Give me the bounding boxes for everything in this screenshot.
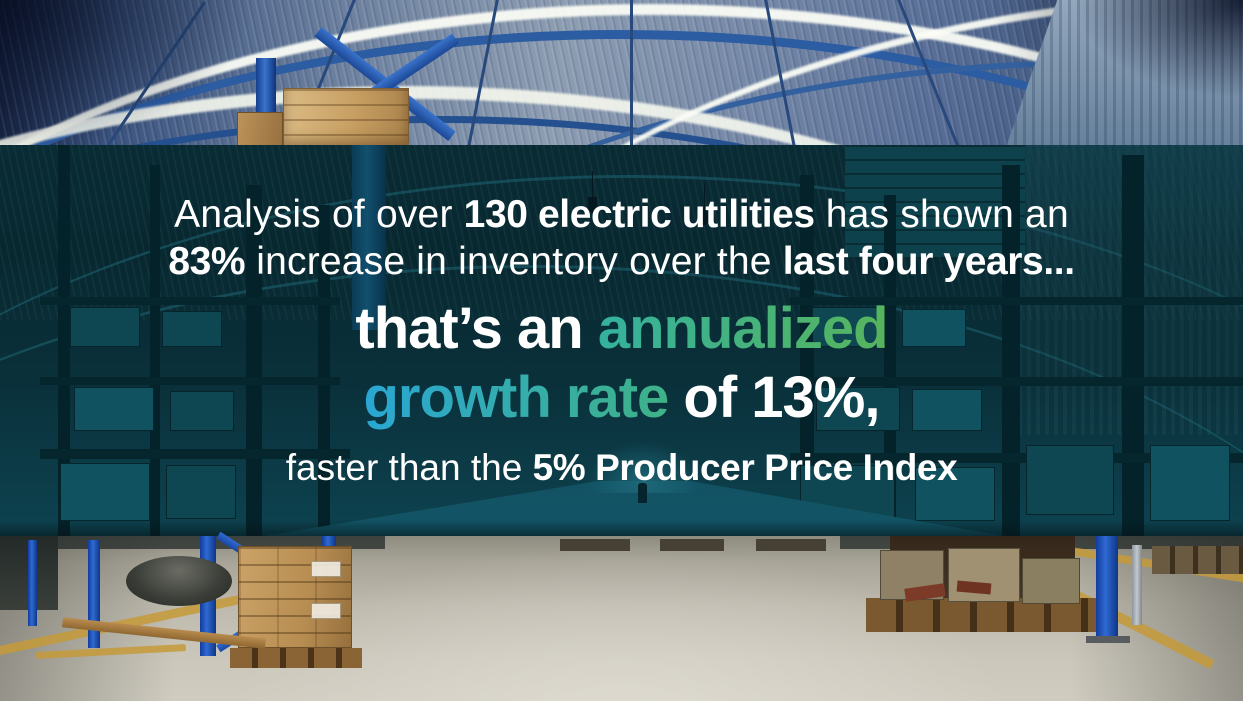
floor-yellow-line [35, 644, 187, 659]
stored-crate [170, 391, 234, 431]
stored-crate [915, 467, 995, 521]
wooden-pallet-far-right [1152, 546, 1243, 574]
wooden-crate-stack-top [283, 88, 409, 150]
rack-upright [884, 195, 896, 536]
background-pallet [560, 539, 630, 551]
wooden-crate-stack-top [237, 112, 283, 150]
headline-1-regular: has shown an [814, 193, 1069, 236]
headline-3-white: that’s an [355, 296, 598, 361]
rack-shelf [790, 297, 1243, 305]
machine-plate [1022, 558, 1080, 604]
post-base-plate [1086, 636, 1130, 643]
steel-coil [126, 556, 232, 606]
wooden-crate-stack-left [238, 546, 352, 648]
rack-shelf [790, 453, 1243, 463]
headline-line-2: 83% increase in inventory over the last … [168, 238, 1075, 285]
stored-crate [812, 307, 880, 347]
rack-upright [246, 185, 262, 536]
rack-upright [150, 165, 160, 536]
rack-shelf [40, 377, 340, 385]
person-silhouette [638, 483, 647, 503]
headline-2-bold: 83% [168, 240, 246, 283]
headline-2-bold: last four years... [782, 240, 1075, 283]
stored-crate [74, 387, 154, 431]
headline-line-3: that’s an annualized [355, 294, 889, 363]
crate-label [311, 603, 341, 619]
headline-3-gradient-annualized: annualized [597, 296, 889, 361]
headline-1-regular: Analysis of over [174, 193, 464, 236]
rack-upright [58, 145, 70, 536]
roof-purlin [97, 1, 206, 150]
hanging-lamp [700, 183, 709, 225]
rack-upright [1122, 155, 1144, 536]
headline-block: Analysis of over 130 electric utilities … [0, 145, 1243, 536]
hanging-lamp [588, 171, 597, 213]
blue-rack-post [88, 540, 100, 648]
stored-crate [912, 389, 982, 431]
band-bottom-shadow [0, 520, 1243, 536]
dim-roof-arch [0, 175, 1243, 536]
roof-purlin [461, 0, 502, 150]
stored-crate [1026, 445, 1114, 515]
stored-crate [902, 309, 966, 347]
stored-crate [166, 465, 236, 519]
rack-shelf [790, 377, 1243, 386]
roof-purlin [761, 0, 802, 150]
headline-2-regular: increase in inventory over the [245, 240, 783, 283]
blue-rack-post [28, 540, 37, 626]
rack-upright [1002, 165, 1020, 536]
stored-crate [162, 311, 222, 347]
rack-shelf [40, 449, 350, 459]
dim-crate-tower [845, 145, 1025, 257]
stored-crate [70, 307, 140, 347]
headline-4-white: of 13%, [668, 365, 880, 430]
rack-upright [800, 175, 814, 536]
headline-4-gradient-growth-rate: growth rate [363, 365, 670, 430]
headline-5-regular: faster than the [285, 447, 533, 488]
stored-crate [60, 463, 150, 521]
headline-line-1: Analysis of over 130 electric utilities … [174, 191, 1069, 238]
roof-purlin [894, 0, 969, 150]
wooden-pallet-left [230, 648, 362, 668]
dark-overlay-band [0, 145, 1243, 536]
dim-blue-column [352, 145, 386, 330]
headline-5-bold: 5% Producer Price Index [532, 447, 958, 488]
background-pallet [660, 539, 724, 551]
roof-purlin [630, 0, 633, 150]
crate-label [311, 561, 341, 577]
headline-line-5: faster than the 5% Producer Price Index [286, 445, 958, 490]
stored-crate [1150, 445, 1230, 521]
headline-line-4: growth rate of 13%, [363, 363, 881, 432]
background-pallet [756, 539, 826, 551]
headline-1-bold: 130 electric utilities [463, 193, 815, 236]
blue-rack-post [1096, 536, 1118, 638]
stored-crate [816, 387, 900, 431]
rack-shelf [40, 297, 340, 305]
galvanized-post [1132, 545, 1142, 625]
